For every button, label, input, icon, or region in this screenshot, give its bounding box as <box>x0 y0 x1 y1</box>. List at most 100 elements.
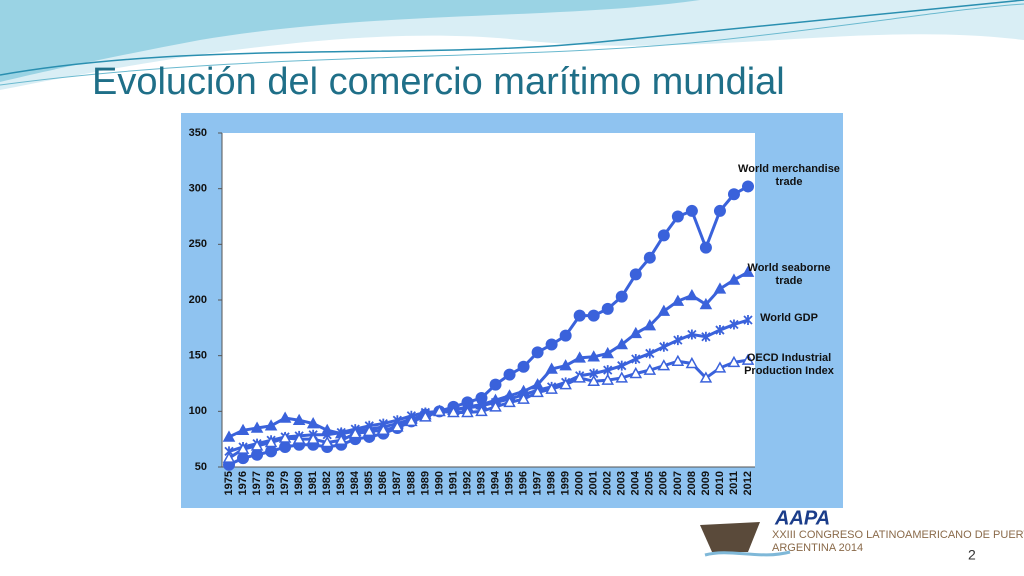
series-label: World GDP <box>760 312 818 324</box>
x-tick-label: 1993 <box>475 471 487 495</box>
data-point <box>601 302 614 315</box>
data-point <box>222 451 236 463</box>
x-tick-label: 1989 <box>419 471 431 495</box>
data-point <box>292 413 306 425</box>
x-tick-label: 1986 <box>377 471 389 495</box>
data-point <box>631 354 641 365</box>
logo-event: XXIII CONGRESO LATINOAMERICANO DE PUERTO… <box>772 529 1024 541</box>
data-point <box>433 404 446 417</box>
slide-title: Evolución del comercio marítimo mundial <box>92 61 785 103</box>
x-tick-label: 1991 <box>447 471 459 495</box>
data-point <box>601 373 615 385</box>
x-tick-label: 1976 <box>237 471 249 495</box>
y-tick-label: 100 <box>189 405 207 417</box>
data-point <box>713 361 727 373</box>
data-point <box>251 448 264 461</box>
data-point <box>503 395 516 408</box>
x-tick-label: 1987 <box>391 471 403 495</box>
y-tick-label: 250 <box>189 238 207 250</box>
data-point <box>517 360 530 373</box>
y-tick-label: 50 <box>195 461 207 473</box>
data-point <box>687 329 697 340</box>
data-point <box>278 431 292 443</box>
data-point <box>685 356 699 369</box>
data-point <box>629 366 643 379</box>
data-point <box>405 414 418 427</box>
data-point <box>657 304 671 316</box>
x-tick-label: 2003 <box>616 471 628 495</box>
data-point <box>743 315 753 326</box>
series-label: OECD Industrial Production Index <box>744 352 834 377</box>
data-point <box>617 360 627 371</box>
data-point <box>320 435 334 448</box>
x-tick-label: 1982 <box>321 471 333 495</box>
y-tick-label: 200 <box>189 294 207 306</box>
data-point <box>587 309 600 322</box>
y-tick-label: 150 <box>189 350 207 362</box>
data-point <box>559 378 572 390</box>
x-tick-label: 2009 <box>700 471 712 495</box>
data-point <box>391 420 404 432</box>
data-point <box>645 348 655 359</box>
data-point <box>545 362 558 374</box>
x-tick-label: 1999 <box>560 471 572 495</box>
x-tick-label: 1996 <box>517 471 529 495</box>
x-tick-label: 2000 <box>574 471 586 495</box>
x-tick-label: 1995 <box>503 471 515 495</box>
x-tick-label: 2002 <box>602 471 614 495</box>
data-point <box>685 289 699 301</box>
x-tick-label: 1997 <box>532 471 544 495</box>
logo-wave <box>704 550 791 557</box>
data-point <box>601 346 615 359</box>
wave-line <box>0 3 1024 86</box>
data-point <box>573 351 586 363</box>
data-point <box>701 331 711 342</box>
data-point <box>699 371 713 383</box>
data-point <box>250 421 264 433</box>
data-point <box>419 410 432 422</box>
data-point <box>236 423 250 436</box>
data-point <box>671 294 685 306</box>
data-point <box>713 282 727 294</box>
data-point <box>517 392 530 404</box>
x-tick-label: 2007 <box>672 471 684 495</box>
x-tick-label: 1994 <box>489 470 501 495</box>
x-tick-label: 1980 <box>293 471 305 495</box>
data-point <box>587 350 600 362</box>
data-point <box>559 329 572 342</box>
x-tick-label: 1988 <box>405 471 417 495</box>
x-tick-label: 1981 <box>307 471 319 495</box>
x-tick-label: 2008 <box>686 471 698 495</box>
data-point <box>306 417 320 429</box>
data-point <box>264 419 278 431</box>
data-point <box>348 427 362 439</box>
data-point <box>671 210 684 223</box>
data-point <box>475 391 488 404</box>
data-point <box>699 241 712 254</box>
series-label: World seaborne trade <box>747 262 831 287</box>
data-point <box>615 371 629 383</box>
data-point <box>615 337 629 350</box>
data-point <box>278 411 292 423</box>
x-tick-label: 1984 <box>349 470 361 495</box>
data-point <box>657 359 671 371</box>
data-point <box>715 325 725 336</box>
logo-edition: ARGENTINA 2014 <box>772 542 863 554</box>
x-tick-label: 2005 <box>644 471 656 495</box>
data-point <box>475 404 488 417</box>
data-point <box>659 341 669 352</box>
y-tick-label: 300 <box>189 183 207 195</box>
data-point <box>741 265 755 277</box>
x-tick-label: 1979 <box>279 471 291 495</box>
data-point <box>727 355 741 368</box>
x-tick-label: 2006 <box>658 471 670 495</box>
data-point <box>727 273 741 285</box>
data-point <box>671 354 685 366</box>
data-point <box>265 445 278 458</box>
data-point <box>643 319 657 331</box>
data-point <box>573 371 586 383</box>
data-point <box>657 229 670 242</box>
x-tick-label: 2001 <box>588 471 600 495</box>
